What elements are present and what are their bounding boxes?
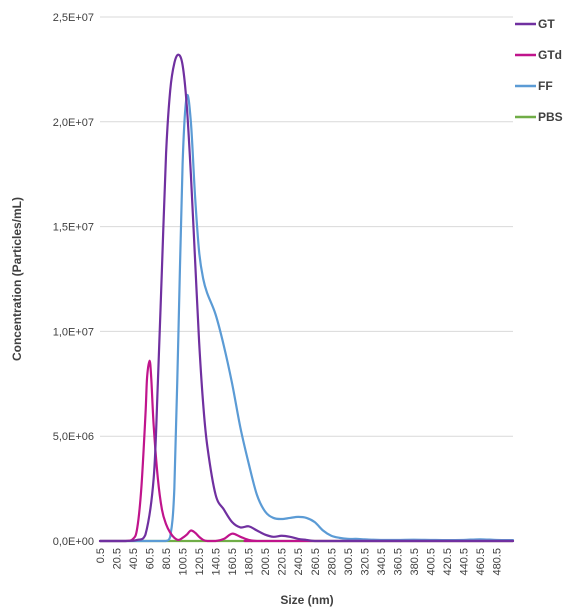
x-tick-label: 120.5 [194,548,206,576]
legend-label-ff: FF [538,79,553,93]
x-tick-label: 340.5 [376,548,388,576]
x-tick-label: 420.5 [442,548,454,576]
series-line-gt [98,53,515,543]
x-tick-label: 100.5 [178,548,190,576]
y-tick-label: 5,0E+06 [53,431,94,443]
series-line-gtd [98,359,515,543]
x-tick-label: 440.5 [458,548,470,576]
legend-label-gtd: GTd [538,48,562,62]
y-tick-label: 0,0E+00 [53,536,94,548]
x-tick-label: 280.5 [326,548,338,576]
legend: GT GTd FF PBS [515,17,563,124]
x-tick-label: 80.5 [161,548,173,569]
x-tick-label: 240.5 [293,548,305,576]
y-tick-label: 1,5E+07 [53,222,94,234]
x-tick-label: 200.5 [260,548,272,576]
y-axis-title: Concentration (Particles/mL) [10,197,24,361]
x-tick-label: 400.5 [425,548,437,576]
x-axis-ticks: 0.5 20.5 40.5 60.5 80.5 100.5 120.5 140.5 160.5 1… [95,548,503,576]
x-tick-label: 180.5 [244,548,256,576]
x-tick-label: 260.5 [310,548,322,576]
x-tick-label: 60.5 [145,548,157,569]
legend-label-gt: GT [538,17,555,31]
x-tick-label: 480.5 [491,548,503,576]
x-tick-label: 320.5 [359,548,371,576]
gridlines [100,16,513,437]
x-tick-label: 40.5 [128,548,140,569]
x-axis-title: Size (nm) [280,593,333,607]
x-tick-label: 300.5 [343,548,355,576]
series-line-ff [98,93,515,543]
x-tick-label: 220.5 [277,548,289,576]
y-tick-label: 2,0E+07 [53,117,94,129]
x-tick-label: 160.5 [227,548,239,576]
y-tick-label: 1,0E+07 [53,326,94,338]
y-tick-label: 2,5E+07 [53,12,94,24]
x-tick-label: 140.5 [211,548,223,576]
x-tick-label: 380.5 [409,548,421,576]
x-tick-label: 360.5 [392,548,404,576]
x-tick-label: 0.5 [95,548,107,563]
x-tick-label: 20.5 [112,548,124,569]
y-axis-ticks: 0,0E+00 5,0E+06 1,0E+07 1,5E+07 2,0E+07 2,5E+… [53,12,94,548]
data-series [98,53,515,543]
x-tick-label: 460.5 [475,548,487,576]
legend-label-pbs: PBS [538,110,563,124]
